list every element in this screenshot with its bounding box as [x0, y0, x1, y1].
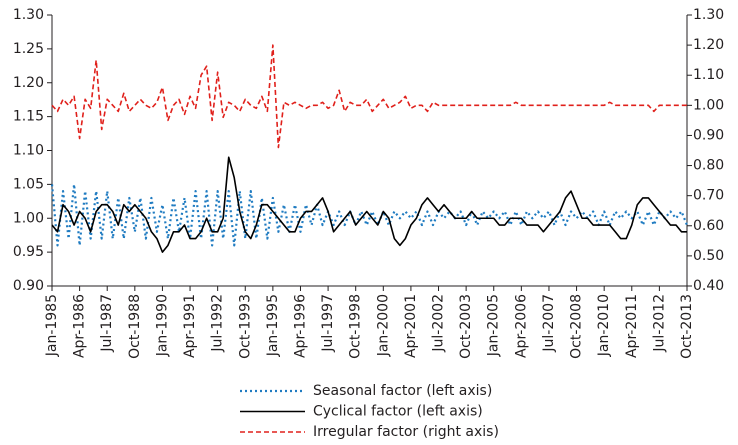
x-tick-label: Oct-1998 [348, 294, 364, 359]
y-tick-label: 1.25 [13, 41, 44, 57]
x-tick-label: Apr-1986 [72, 294, 88, 358]
x-tick-label: Jul-1992 [210, 294, 226, 353]
x-tick-label: Apr-2006 [513, 294, 529, 358]
y2-tick-label: 0.40 [693, 278, 724, 294]
y-tick-label: 1.05 [13, 176, 44, 192]
y-tick-label: 1.00 [13, 210, 44, 226]
x-tick-label: Jan-1985 [44, 294, 60, 357]
series-line [51, 156, 687, 253]
y2-tick-label: 1.00 [693, 97, 724, 113]
x-tick-label: Apr-2001 [403, 294, 419, 358]
y-tick-label: 1.20 [13, 75, 44, 91]
y-tick-label: 0.95 [13, 244, 44, 260]
x-tick-label: Jan-1995 [265, 294, 281, 357]
y2-tick-label: 1.30 [693, 7, 724, 23]
x-tick-label: Jul-1997 [320, 294, 336, 353]
x-tick-label: Oct-2008 [569, 294, 585, 359]
x-tick-label: Jan-2010 [596, 294, 612, 357]
x-tick-label: Jul-1987 [99, 294, 115, 353]
series-line [50, 183, 689, 247]
series-line [51, 44, 687, 149]
y2-tick-label: 0.60 [693, 218, 724, 234]
x-tick-label: Apr-1991 [182, 294, 198, 358]
y2-tick-label: 0.80 [693, 158, 724, 174]
legend-label: Irregular factor (right axis) [313, 424, 499, 440]
x-tick-label: Jul-2007 [541, 294, 557, 353]
x-tick-label: Jan-2005 [486, 294, 502, 357]
y-tick-label: 0.90 [13, 278, 44, 294]
x-tick-label: Jul-2012 [651, 294, 667, 353]
y2-tick-label: 0.90 [693, 127, 724, 143]
x-tick-label: Oct-1988 [127, 294, 143, 359]
x-tick-label: Apr-2011 [624, 294, 640, 358]
legend-label: Seasonal factor (left axis) [313, 383, 492, 399]
y2-tick-label: 1.10 [693, 67, 724, 83]
y-tick-label: 1.10 [13, 143, 44, 159]
x-tick-label: Jan-2000 [375, 294, 391, 357]
x-tick-label: Jul-2002 [431, 294, 447, 353]
x-tick-label: Oct-2003 [458, 294, 474, 359]
y2-tick-label: 0.70 [693, 188, 724, 204]
y2-tick-label: 1.20 [693, 37, 724, 53]
y2-tick-label: 0.50 [693, 248, 724, 264]
x-tick-label: Oct-1993 [237, 294, 253, 359]
x-tick-label: Apr-1996 [292, 294, 308, 358]
x-tick-label: Oct-2013 [679, 294, 695, 359]
x-tick-label: Jan-1990 [154, 294, 170, 357]
y-tick-label: 1.30 [13, 7, 44, 23]
y-tick-label: 1.15 [13, 109, 44, 125]
legend-label: Cyclical factor (left axis) [313, 404, 483, 420]
